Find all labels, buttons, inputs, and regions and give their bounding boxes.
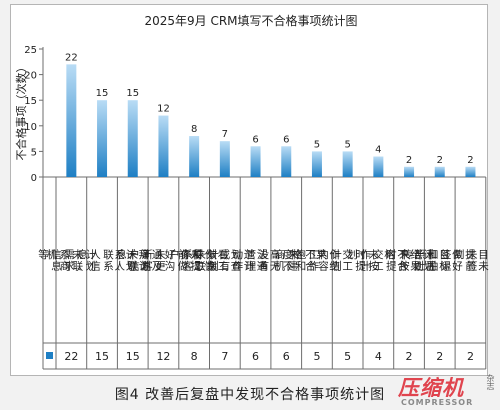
bar bbox=[373, 156, 384, 177]
bar-value-label: 2 bbox=[467, 155, 473, 166]
y-tick-label: 15 bbox=[24, 96, 37, 107]
table-value-cell: 2 bbox=[406, 350, 413, 363]
category-label: 未按时提交工作结果 bbox=[316, 248, 379, 273]
bar bbox=[311, 151, 322, 177]
bar bbox=[158, 115, 169, 177]
figure-caption: 图4 改善后复盘中发现不合格事项统计图 bbox=[114, 387, 386, 403]
publisher-logo: 压缩机 COMPRESSOR 杂志 bbox=[398, 372, 498, 408]
bar-value-label: 4 bbox=[375, 145, 381, 156]
bar-value-label: 7 bbox=[222, 129, 228, 140]
bar-value-label: 12 bbox=[157, 104, 170, 115]
category-label: 计划未联系商机 bbox=[47, 248, 97, 273]
category-label: 未更新客户信息、联系人信息、需求信息等 bbox=[38, 248, 166, 273]
bar-value-label: 5 bbox=[344, 139, 350, 150]
category-label: 工作饱和度不高无法通过计划查看工作饱和 bbox=[192, 248, 320, 273]
y-tick-label: 20 bbox=[24, 71, 37, 82]
category-label: 计划内容不合格 bbox=[292, 248, 342, 273]
table-value-cell: 5 bbox=[313, 350, 320, 363]
table-value-cell: 2 bbox=[467, 350, 474, 363]
category-label: 计划结果不合格 bbox=[384, 248, 434, 273]
bar-value-label: 2 bbox=[406, 155, 412, 166]
bar bbox=[97, 100, 108, 177]
y-tick-label: 0 bbox=[31, 173, 37, 184]
bar bbox=[404, 166, 415, 177]
bar bbox=[434, 166, 445, 177]
bar-value-label: 8 bbox=[191, 124, 197, 135]
category-label: 未提前做好沟通及拜访计划 bbox=[126, 248, 202, 273]
bar bbox=[250, 146, 261, 177]
category-label: 未按时提交工作计划 bbox=[347, 248, 410, 273]
table-value-cell: 8 bbox=[191, 350, 198, 363]
bar bbox=[189, 136, 200, 177]
bar bbox=[66, 64, 77, 177]
logo-sub-text: COMPRESSOR bbox=[401, 398, 474, 407]
bar bbox=[281, 146, 292, 177]
table-value-cell: 4 bbox=[375, 350, 382, 363]
bar bbox=[465, 166, 476, 177]
category-label: 重要客户或项目未提前做好目标和周计划 bbox=[413, 248, 489, 273]
table-value-cell: 22 bbox=[64, 350, 78, 363]
legend-swatch bbox=[46, 352, 53, 359]
category-label: 计划未联系人 bbox=[115, 248, 152, 273]
bar-value-label: 2 bbox=[437, 155, 443, 166]
bar-value-label: 15 bbox=[126, 88, 139, 99]
y-tick-label: 5 bbox=[31, 147, 37, 158]
category-label: 未签到、签退和拍照上传 bbox=[402, 248, 478, 273]
bar-value-label: 6 bbox=[283, 134, 289, 145]
y-tick-label: 25 bbox=[24, 45, 37, 56]
category-label: 未建商机 bbox=[275, 248, 299, 273]
chart-title: 2025年9月 CRM填写不合格事项统计图 bbox=[144, 13, 357, 28]
table-value-cell: 6 bbox=[283, 350, 290, 363]
table-value-cell: 15 bbox=[95, 350, 109, 363]
bar bbox=[127, 100, 138, 177]
table-value-cell: 5 bbox=[344, 350, 351, 363]
logo-main-text: 压缩机 bbox=[398, 376, 464, 400]
table-value-cell: 12 bbox=[156, 350, 170, 363]
y-tick-label: 10 bbox=[24, 122, 37, 133]
table-value-cell: 7 bbox=[221, 350, 228, 363]
table-value-cell: 15 bbox=[126, 350, 140, 363]
bar-chart: 2025年9月 CRM填写不合格事项统计图 不合格事项（次数） 0 5 10 15 20… bbox=[14, 13, 489, 370]
chart-frame: 2025年9月 CRM填写不合格事项统计图 不合格事项（次数） 0 5 10 15 20… bbox=[10, 4, 489, 376]
bar-value-label: 6 bbox=[252, 134, 258, 145]
logo-side-text: 杂志 bbox=[486, 374, 495, 390]
category-label: 没有管理动作或有效指导工作 bbox=[181, 248, 270, 273]
y-axis-label: 不合格事项（次数） bbox=[14, 62, 28, 161]
table-value-cell: 2 bbox=[436, 350, 443, 363]
bar bbox=[219, 141, 230, 177]
bar-value-label: 5 bbox=[314, 139, 320, 150]
table-value-cell: 6 bbox=[252, 350, 259, 363]
bar bbox=[342, 151, 353, 177]
bar-value-label: 22 bbox=[65, 52, 78, 63]
category-label: 计划未联系客户 bbox=[169, 248, 219, 273]
bar-value-label: 15 bbox=[96, 88, 109, 99]
